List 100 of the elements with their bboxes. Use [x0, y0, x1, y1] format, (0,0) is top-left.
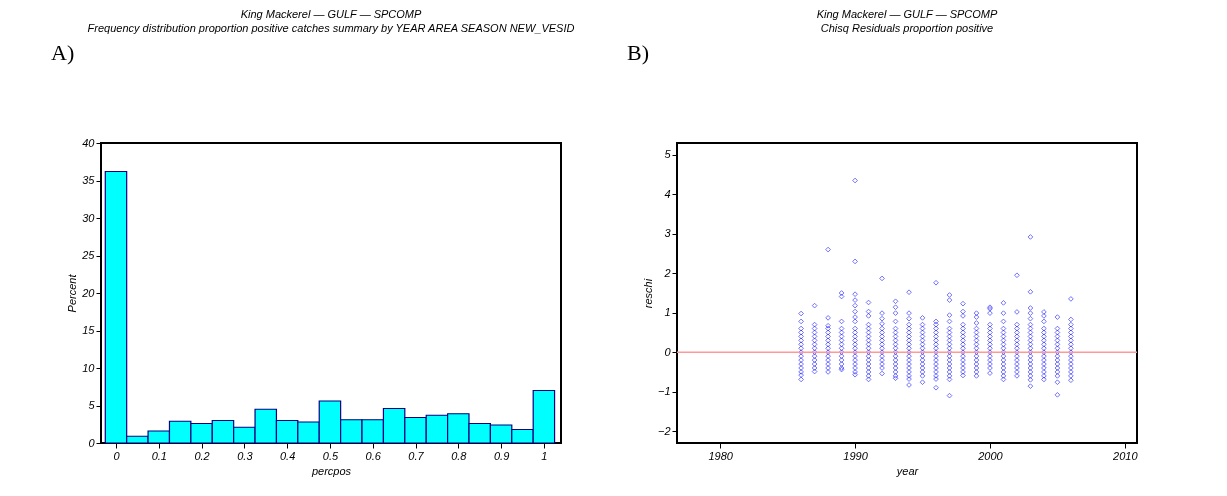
point [1014, 373, 1020, 379]
point [852, 325, 858, 332]
point [852, 361, 858, 367]
point [1027, 365, 1034, 371]
point [919, 373, 926, 379]
point [1041, 357, 1047, 363]
point [933, 357, 939, 363]
y-tick-label: 5 [88, 399, 96, 411]
point [879, 345, 885, 352]
point [1041, 333, 1047, 340]
y-tick-label: 35 [82, 174, 96, 186]
point [973, 365, 980, 371]
point [946, 369, 953, 375]
point [960, 313, 966, 319]
point [892, 337, 899, 344]
point [1068, 341, 1074, 348]
point [919, 321, 926, 328]
point [1068, 329, 1074, 336]
point [811, 341, 818, 348]
point [987, 345, 993, 352]
point [946, 365, 953, 371]
point [1014, 321, 1020, 328]
point [825, 323, 831, 329]
y-axis-title: Percent [66, 273, 79, 313]
point [987, 361, 993, 367]
y-tick-label: −2 [657, 424, 671, 437]
point [1068, 296, 1074, 302]
point [946, 297, 953, 303]
point [1054, 379, 1061, 385]
point [892, 353, 899, 359]
point [960, 300, 966, 307]
point [1027, 321, 1034, 328]
point [865, 345, 872, 352]
point [825, 337, 831, 344]
point [1027, 333, 1034, 340]
point [838, 293, 845, 300]
point [1000, 325, 1007, 332]
point [987, 325, 993, 332]
point [892, 341, 899, 348]
point [892, 304, 899, 310]
point [946, 333, 953, 340]
point [798, 376, 804, 383]
point [825, 353, 831, 359]
point [933, 373, 939, 379]
x-tick-label: 0.3 [237, 449, 254, 462]
point [933, 376, 939, 382]
point [1041, 345, 1047, 352]
point [798, 345, 804, 352]
point [1027, 310, 1034, 316]
point [1014, 345, 1020, 352]
point [892, 365, 899, 371]
point [1027, 234, 1034, 240]
point [838, 329, 845, 336]
point [811, 333, 818, 340]
point [1068, 357, 1074, 363]
point [960, 308, 966, 315]
text: A) [51, 40, 75, 65]
point [1000, 365, 1007, 371]
point [892, 345, 899, 352]
point [892, 333, 899, 340]
chart-title: King Mackerel — GULF — SPCOMP [816, 8, 999, 20]
point [852, 365, 858, 371]
point [960, 353, 966, 359]
point [919, 357, 926, 363]
y-tick-label: 25 [81, 249, 96, 261]
y-tick-label: 2 [663, 266, 671, 279]
point [1041, 309, 1047, 315]
point [1027, 305, 1034, 311]
x-tick-label: 0.8 [451, 449, 468, 462]
point [1014, 329, 1020, 336]
point [838, 357, 845, 363]
point [879, 337, 885, 344]
point [946, 318, 953, 325]
point [906, 333, 912, 340]
point [987, 341, 993, 348]
point [1000, 329, 1007, 336]
y-tick-label: 40 [82, 136, 96, 149]
point [852, 345, 858, 352]
point [973, 373, 980, 379]
point [1027, 383, 1034, 389]
y-tick-label: 1 [664, 306, 671, 319]
point [879, 361, 885, 367]
point [865, 376, 872, 383]
point [946, 392, 953, 399]
point [946, 345, 953, 352]
point [919, 369, 926, 375]
x-tick-label: 2010 [1112, 449, 1139, 462]
point [960, 369, 966, 375]
point [973, 333, 980, 340]
point [825, 341, 831, 348]
point [946, 312, 953, 318]
point [865, 353, 872, 359]
point [825, 315, 831, 321]
point [960, 329, 966, 336]
point [852, 258, 858, 265]
point [1068, 316, 1074, 323]
point [906, 341, 912, 348]
point [865, 337, 872, 344]
point [1000, 300, 1007, 306]
point [811, 302, 818, 309]
